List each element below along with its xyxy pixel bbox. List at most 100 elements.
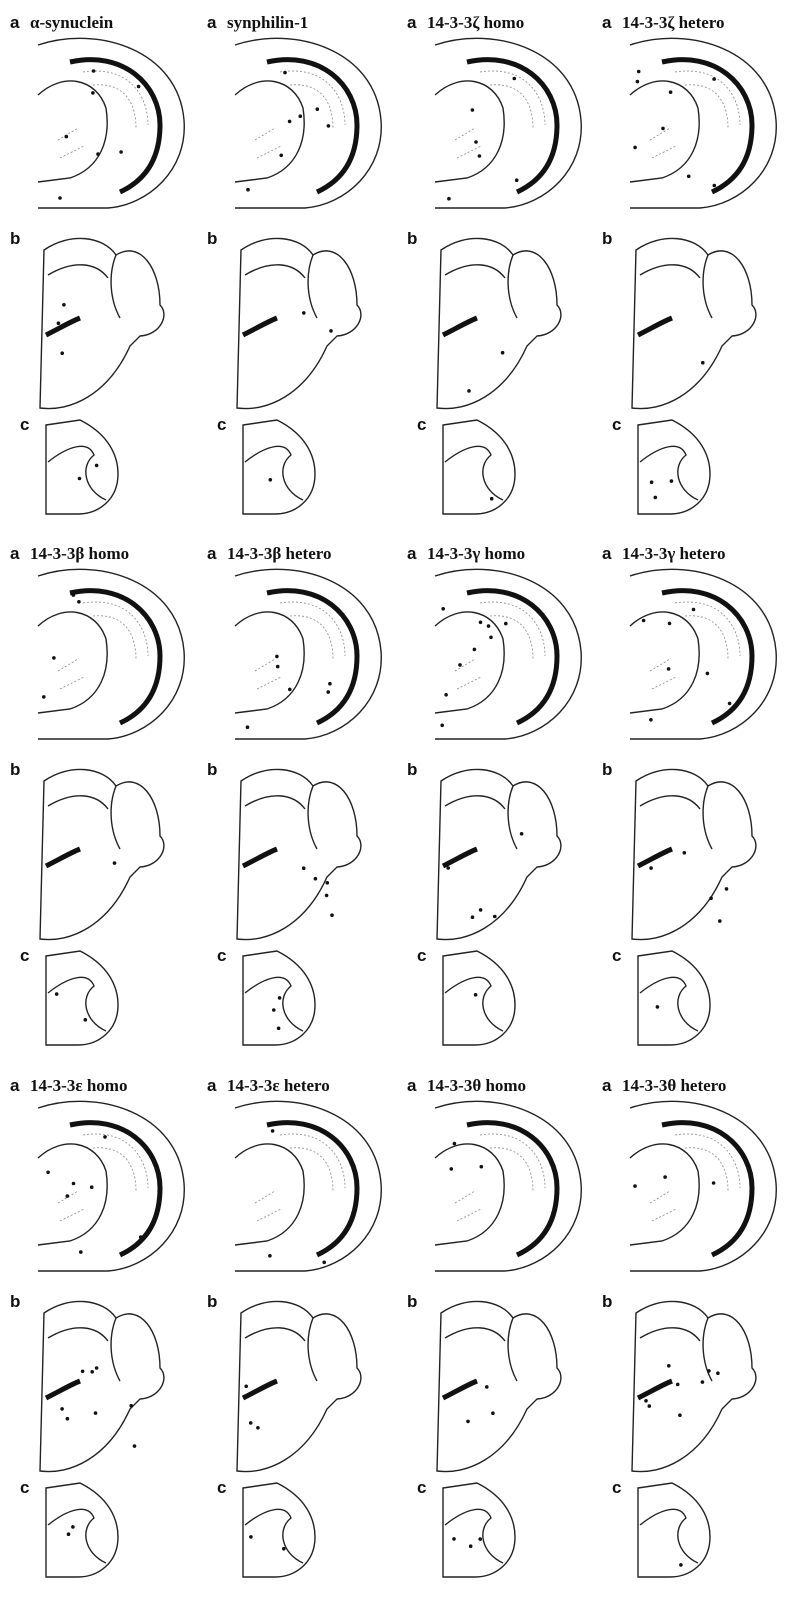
label-dot	[501, 351, 505, 355]
label-dot	[269, 478, 273, 482]
brain-outline	[237, 769, 361, 939]
label-dot	[687, 175, 691, 179]
panel-title: synphilin-1	[227, 13, 308, 32]
label-dot	[66, 1194, 70, 1198]
label-dot	[669, 90, 673, 94]
label-dot	[329, 329, 333, 333]
panel: a14-3-3β homobc	[10, 544, 184, 1045]
section-label: b	[602, 229, 612, 248]
label-dot	[326, 690, 330, 694]
label-dot	[712, 1181, 716, 1185]
label-dot	[493, 915, 497, 919]
label-dot	[52, 656, 56, 660]
label-dot	[520, 832, 524, 836]
label-dot	[450, 1167, 454, 1171]
label-dot	[249, 1421, 253, 1425]
label-dot	[46, 1171, 50, 1175]
panel: a14-3-3γ heterobc	[602, 544, 776, 1045]
label-dot	[466, 1420, 470, 1424]
inner-line	[445, 1318, 517, 1381]
inner-line	[640, 1509, 698, 1563]
label-dot	[72, 1182, 76, 1186]
label-dot	[92, 69, 96, 73]
brain-outline	[632, 1301, 756, 1471]
panel-title: 14-3-3γ homo	[427, 544, 525, 563]
inner-line	[640, 255, 712, 318]
inner-line	[48, 446, 106, 500]
label-dot	[447, 197, 451, 201]
dark-tract	[638, 318, 672, 335]
label-dot	[441, 607, 445, 611]
label-dot	[268, 1254, 272, 1258]
inner-line	[245, 255, 317, 318]
section-label: b	[602, 760, 612, 779]
section-label: b	[207, 229, 217, 248]
brain-outline	[40, 1301, 164, 1471]
brain-outline	[437, 1301, 561, 1471]
label-dot	[71, 1525, 75, 1529]
panel-title: 14-3-3ζ hetero	[622, 13, 725, 32]
panel-title: 14-3-3ε hetero	[227, 1076, 330, 1095]
label-dot	[55, 992, 59, 996]
section-label: c	[417, 415, 426, 434]
label-dot	[636, 80, 640, 84]
label-dot	[515, 178, 519, 182]
label-dot	[288, 120, 292, 124]
label-dot	[322, 1261, 326, 1265]
cord-outline	[46, 1483, 118, 1577]
brain-outline	[237, 1301, 361, 1471]
label-dot	[478, 1537, 482, 1541]
label-dot	[453, 1142, 457, 1146]
section-label: b	[602, 1292, 612, 1311]
section-label: a	[407, 1076, 417, 1095]
label-dot	[676, 1383, 680, 1387]
label-dot	[77, 600, 81, 604]
label-dot	[491, 1411, 495, 1415]
label-dot	[487, 624, 491, 628]
label-dot	[84, 1018, 88, 1022]
label-dot	[649, 866, 653, 870]
label-dot	[328, 682, 332, 686]
inner-line	[48, 255, 120, 318]
section-label: a	[407, 544, 417, 563]
label-dot	[256, 1426, 260, 1430]
label-dot	[91, 91, 95, 95]
figure: aα-synucleinbcasynphilin-1bca14-3-3ζ hom…	[0, 0, 805, 1618]
label-dot	[637, 70, 641, 74]
inner-line	[445, 255, 517, 318]
label-dot	[272, 1008, 276, 1012]
label-dot	[283, 71, 287, 75]
label-dot	[249, 1535, 253, 1539]
label-dot	[452, 1537, 456, 1541]
dark-tract	[243, 1381, 277, 1398]
section-label: a	[207, 544, 217, 563]
cord-outline	[243, 420, 315, 514]
label-dot	[79, 1250, 83, 1254]
cord-outline	[638, 951, 710, 1045]
brain-outline	[237, 238, 361, 408]
panel-title: α-synuclein	[30, 13, 114, 32]
label-dot	[57, 321, 61, 325]
label-dot	[649, 718, 653, 722]
inner-line	[48, 1509, 106, 1563]
label-dot	[648, 1404, 652, 1408]
label-dot	[713, 184, 717, 188]
dark-tract	[46, 1381, 80, 1398]
label-dot	[504, 622, 508, 626]
label-dot	[119, 150, 123, 154]
label-dot	[716, 1371, 720, 1375]
label-dot	[246, 188, 250, 192]
cord-outline	[443, 1483, 515, 1577]
label-dot	[667, 667, 671, 671]
label-dot	[656, 1005, 660, 1009]
label-dot	[725, 887, 729, 891]
label-dot	[663, 1175, 667, 1179]
panel-title: 14-3-3β homo	[30, 544, 129, 563]
label-dot	[485, 1385, 489, 1389]
section-label: b	[207, 1292, 217, 1311]
inner-line	[640, 1318, 712, 1381]
label-dot	[316, 107, 320, 111]
label-dot	[302, 311, 306, 315]
